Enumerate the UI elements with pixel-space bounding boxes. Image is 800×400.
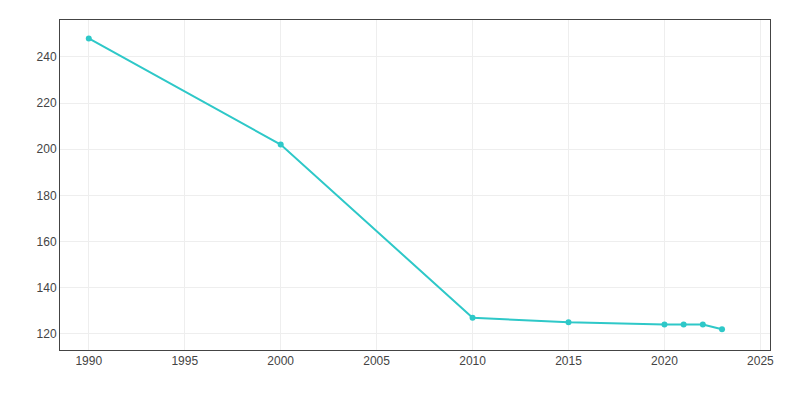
svg-text:1995: 1995 (171, 354, 198, 368)
svg-text:2015: 2015 (555, 354, 582, 368)
svg-text:240: 240 (37, 50, 57, 64)
svg-text:180: 180 (37, 189, 57, 203)
svg-text:220: 220 (37, 96, 57, 110)
svg-text:160: 160 (37, 235, 57, 249)
svg-text:2010: 2010 (459, 354, 486, 368)
svg-text:200: 200 (37, 142, 57, 156)
svg-text:120: 120 (37, 327, 57, 341)
svg-text:2025: 2025 (747, 354, 774, 368)
svg-text:2005: 2005 (363, 354, 390, 368)
svg-text:140: 140 (37, 281, 57, 295)
svg-text:1990: 1990 (75, 354, 102, 368)
svg-text:2000: 2000 (267, 354, 294, 368)
svg-text:2020: 2020 (651, 354, 678, 368)
